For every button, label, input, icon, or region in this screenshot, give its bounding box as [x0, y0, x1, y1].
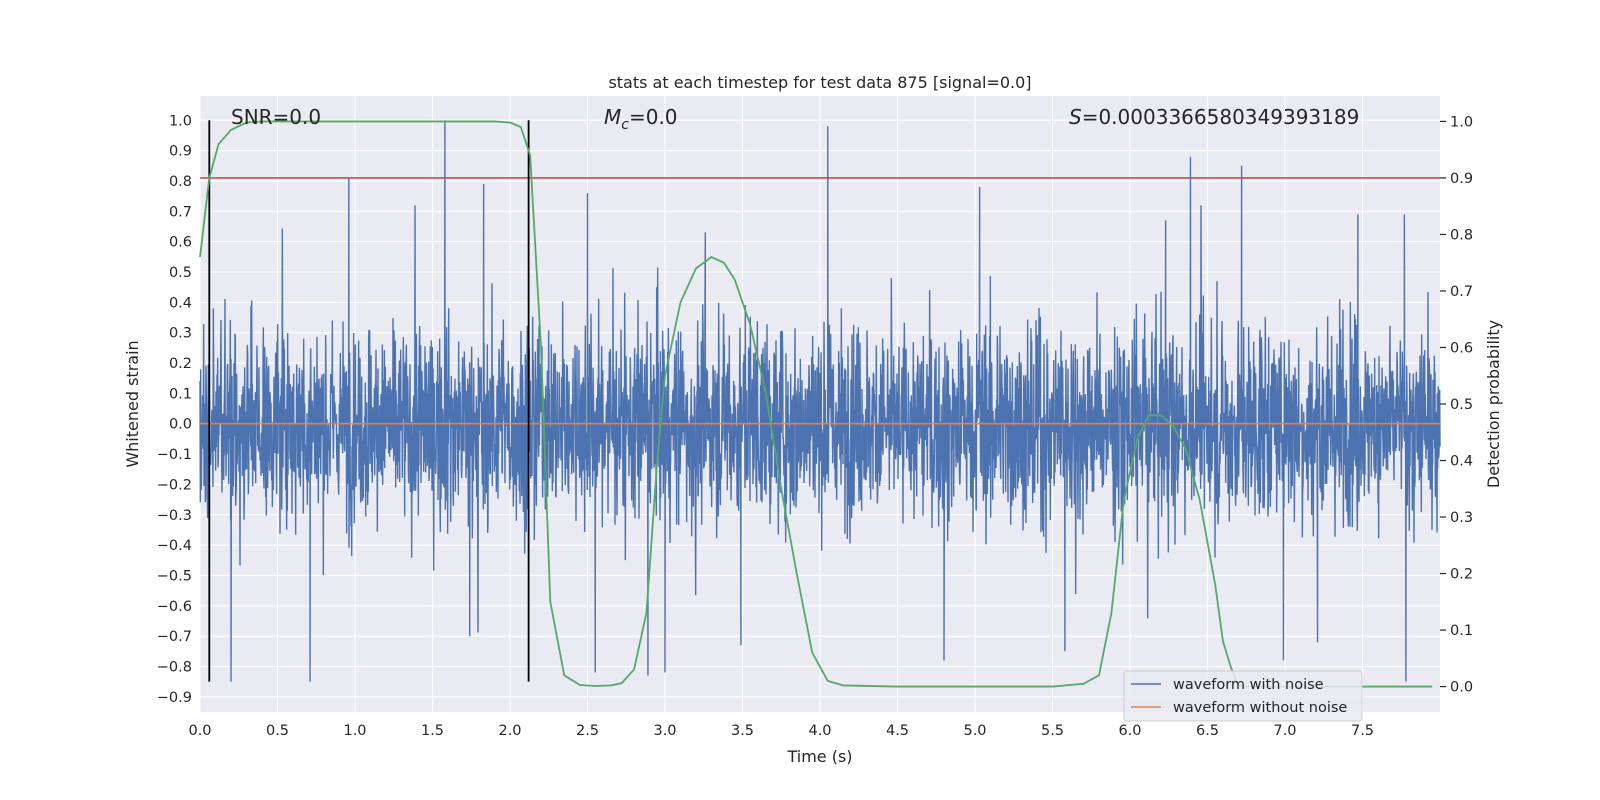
y-tick-label-right: 0.3 — [1450, 510, 1473, 526]
y-axis-label-left: Whitened strain — [123, 340, 142, 467]
y-tick-label-left: 0.7 — [169, 204, 192, 220]
x-axis-label: Time (s) — [786, 747, 852, 766]
y-tick-label-left: 0.4 — [169, 295, 192, 311]
y-tick-label-left: 0.6 — [169, 235, 192, 251]
x-tick-label: 6.5 — [1196, 723, 1219, 739]
x-tick-label: 4.0 — [808, 723, 831, 739]
y-tick-label-left: −0.5 — [157, 568, 192, 584]
mc-annotation: Mc=0.0 — [604, 105, 678, 133]
y-tick-label-right: 0.4 — [1450, 454, 1473, 470]
y-tick-label-right: 0.6 — [1450, 340, 1473, 356]
x-tick-label: 3.0 — [653, 723, 676, 739]
x-tick-label: 2.5 — [576, 723, 599, 739]
y-tick-label-left: 0.9 — [169, 144, 192, 160]
legend: waveform with noise waveform without noi… — [1123, 670, 1363, 722]
mc-value: =0.0 — [629, 105, 678, 129]
x-tick-label: 7.0 — [1273, 723, 1296, 739]
noise-waveform-series — [199, 120, 1441, 682]
y-tick-label-right: 1.0 — [1450, 114, 1473, 130]
noise-waveform-line — [199, 120, 1441, 682]
x-tick-label: 0.0 — [188, 723, 211, 739]
y-tick-label-left: −0.1 — [157, 447, 192, 463]
x-tick-label: 5.0 — [963, 723, 986, 739]
y-tick-label-right: 0.7 — [1450, 284, 1473, 300]
y-tick-label-left: 0.2 — [169, 356, 192, 372]
y-tick-label-left: −0.8 — [157, 659, 192, 675]
y-tick-label-right: 0.9 — [1450, 171, 1473, 187]
y-tick-label-left: 0.8 — [169, 174, 192, 190]
legend-box — [1123, 670, 1363, 722]
y-tick-label-right: 0.8 — [1450, 227, 1473, 243]
legend-label-noise: waveform with noise — [1173, 677, 1324, 693]
y-tick-label-left: −0.6 — [157, 599, 192, 615]
x-tick-label: 4.5 — [886, 723, 909, 739]
y-tick-label-right: 0.5 — [1450, 397, 1473, 413]
y-tick-label-right: 0.1 — [1450, 623, 1473, 639]
snr-annotation: SNR=0.0 — [231, 105, 321, 129]
y-tick-label-left: −0.2 — [157, 477, 192, 493]
y-tick-label-left: 0.0 — [169, 417, 192, 433]
mc-symbol: M — [604, 105, 621, 129]
y-tick-label-left: −0.3 — [157, 508, 192, 524]
x-tick-label: 1.0 — [343, 723, 366, 739]
y-tick-label-left: 1.0 — [169, 113, 192, 129]
y-tick-label-left: 0.1 — [169, 386, 192, 402]
y-tick-label-left: 0.3 — [169, 326, 192, 342]
reference-lines — [200, 120, 1440, 682]
x-tick-label: 2.0 — [498, 723, 521, 739]
y-axis-label-right: Detection probability — [1484, 320, 1503, 488]
detection-probability-series — [199, 120, 1433, 688]
x-tick-label: 6.0 — [1118, 723, 1141, 739]
x-tick-label: 7.5 — [1351, 723, 1374, 739]
x-tick-label: 0.5 — [266, 723, 289, 739]
chart-title: stats at each timestep for test data 875… — [608, 73, 1031, 92]
x-tick-label: 1.5 — [421, 723, 444, 739]
s-annotation: S=0.0003366580349393189 — [1069, 105, 1359, 129]
tick-labels: 0.0 0.5 1.0 1.5 2.0 2.5 3.0 3.5 4.0 4.5 5.0 5.5 6.0 6… — [157, 113, 1473, 739]
y-tick-label-left: 0.5 — [169, 265, 192, 281]
y-tick-label-right: 0.0 — [1450, 680, 1473, 696]
y-tick-label-right: 0.2 — [1450, 567, 1473, 583]
x-tick-label: 5.5 — [1041, 723, 1064, 739]
legend-label-clean: waveform without noise — [1173, 700, 1347, 716]
mc-subscript: c — [621, 117, 629, 133]
y-tick-label-left: −0.7 — [157, 629, 192, 645]
s-symbol: S — [1069, 105, 1082, 129]
s-value: =0.0003366580349393189 — [1082, 105, 1360, 129]
y-tick-label-left: −0.9 — [157, 690, 192, 706]
x-tick-label: 3.5 — [731, 723, 754, 739]
detection-probability-line — [199, 120, 1433, 688]
y-tick-label-left: −0.4 — [157, 538, 192, 554]
